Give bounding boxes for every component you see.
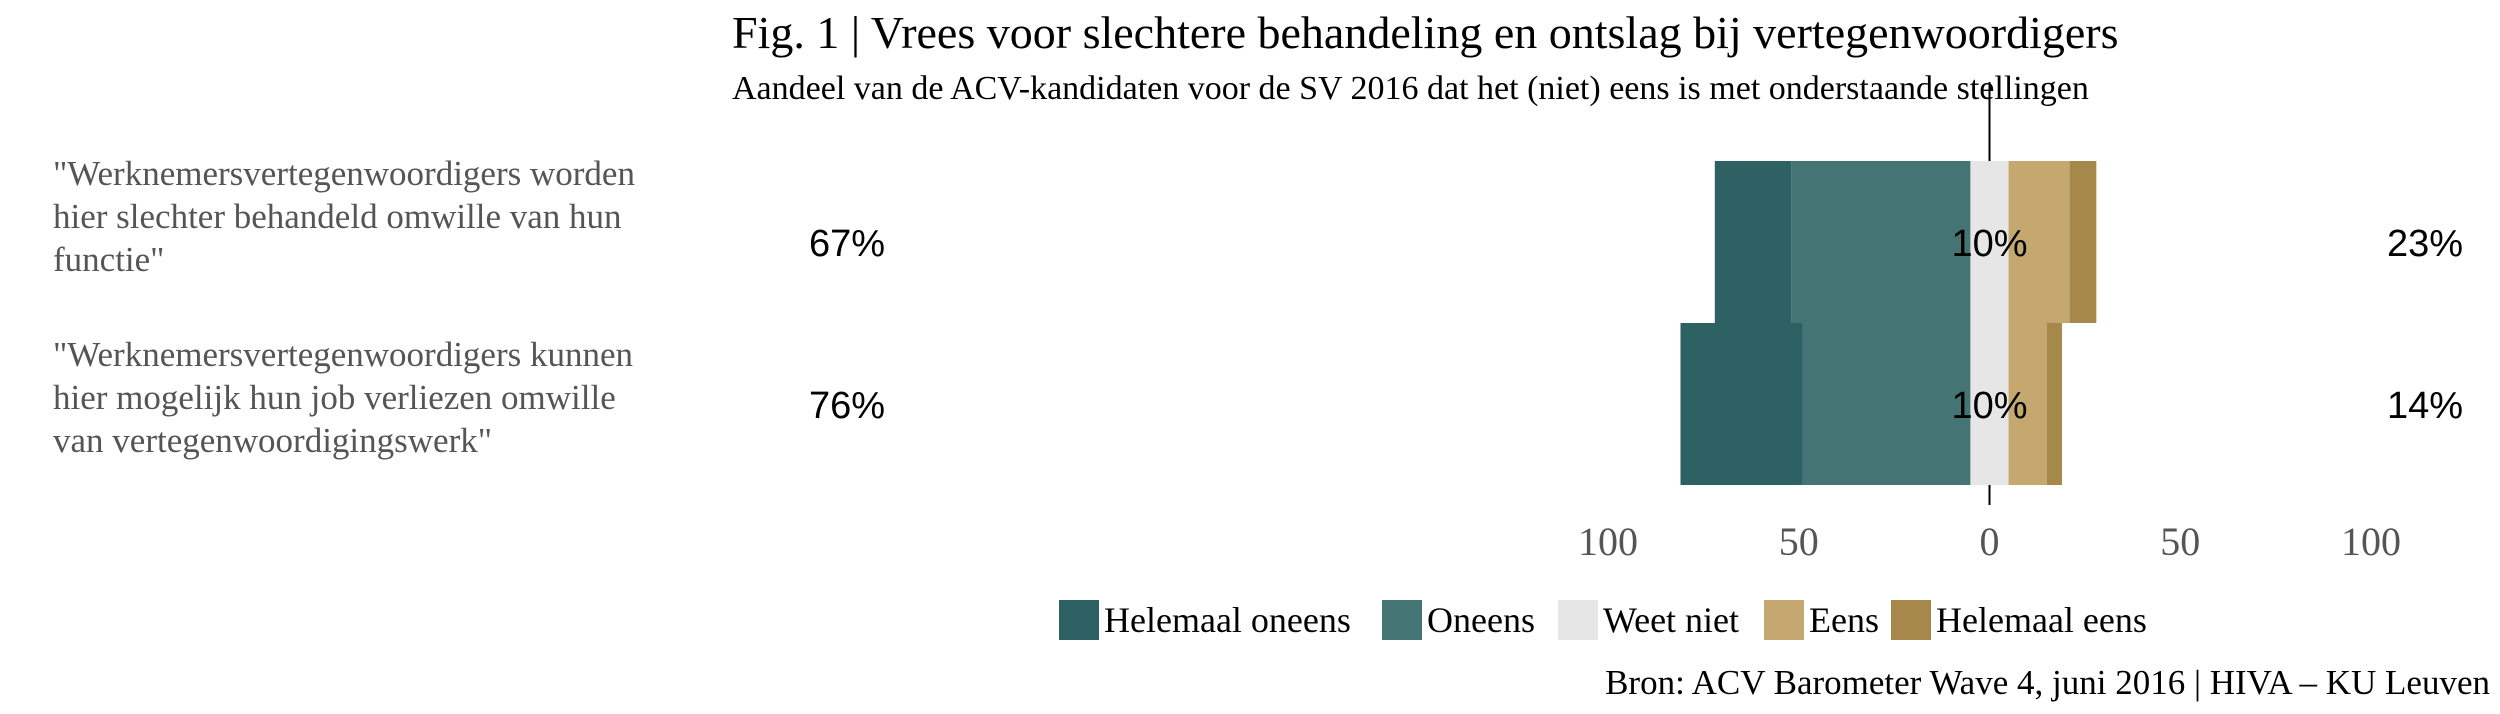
legend-swatch (1764, 600, 1804, 640)
legend-swatch (1382, 600, 1422, 640)
x-tick-label: 100 (2341, 519, 2401, 564)
bar-helemaal-oneens-1 (1714, 161, 1792, 323)
legend-label: Oneens (1427, 600, 1535, 640)
x-tick-label: 50 (1779, 519, 1819, 564)
x-tick-label: 50 (2160, 519, 2200, 564)
legend-label: Helemaal eens (1936, 600, 2147, 640)
center-percent-label: 10% (1951, 385, 2027, 427)
legend: Helemaal oneens Oneens Weet niet Eens Helema… (1059, 600, 2147, 640)
legend-swatch (1059, 600, 1099, 640)
legend-label: Eens (1809, 600, 1879, 640)
bar-helemaal-eens-1 (2069, 161, 2097, 323)
right-percent-label: 14% (2387, 385, 2463, 427)
bar-eens-2 (2008, 323, 2047, 485)
x-tick-label: 0 (1980, 519, 2000, 564)
bar-oneens-1 (1791, 161, 1971, 323)
left-percent-label: 76% (809, 385, 885, 427)
bar-weet-niet-1 (1970, 161, 2009, 323)
category-label: "Werknemersvertegenwoordigers worden hier… (53, 154, 635, 279)
category-label: "Werknemersvertegenwoordigers kunnen hier… (53, 335, 633, 460)
x-tick-label: 100 (1578, 519, 1638, 564)
legend-swatch (1891, 600, 1931, 640)
legend-label: Weet niet (1603, 600, 1739, 640)
bar-helemaal-oneens-2 (1680, 323, 1803, 485)
chart-subtitle: Aandeel van de ACV-kandidaten voor de SV… (732, 70, 2089, 107)
right-percent-label: 23% (2387, 223, 2463, 265)
legend-label: Helemaal oneens (1104, 600, 1351, 640)
chart-source: Bron: ACV Barometer Wave 4, juni 2016 | … (1605, 663, 2490, 702)
bar-weet-niet-2 (1970, 323, 2009, 485)
plot-area: 67% 10% 23% "Werknemersvertegenwoordigers w… (53, 82, 2463, 564)
legend-swatch (1558, 600, 1598, 640)
bar-oneens-2 (1802, 323, 1971, 485)
chart-title: Fig. 1 | Vrees voor slechtere behandelin… (732, 7, 2119, 58)
bar-helemaal-eens-2 (2046, 323, 2062, 485)
left-percent-label: 67% (809, 223, 885, 265)
center-percent-label: 10% (1951, 223, 2027, 265)
bar-eens-1 (2008, 161, 2070, 323)
